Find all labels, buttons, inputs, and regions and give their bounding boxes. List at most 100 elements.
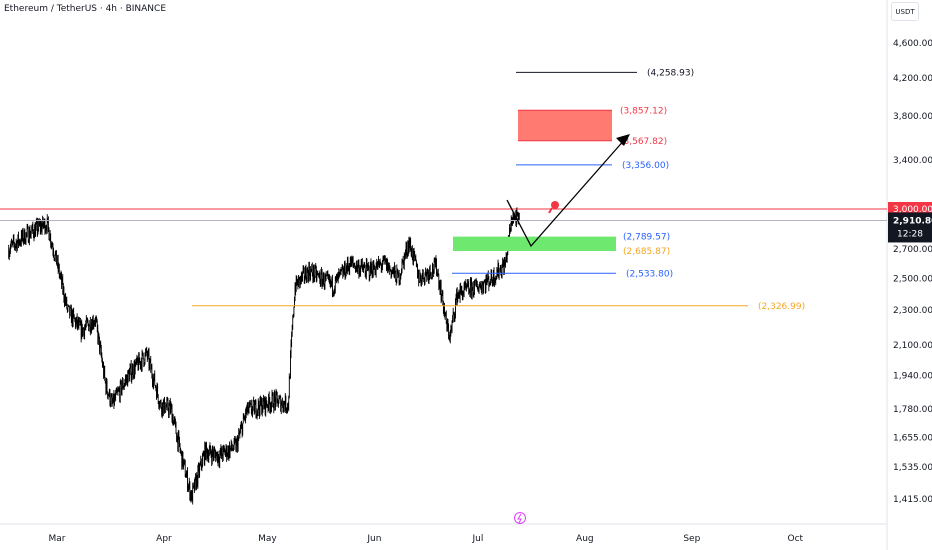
candle-body <box>57 258 59 270</box>
candle-body <box>260 397 261 405</box>
candle-body <box>439 283 440 287</box>
candle-body <box>386 259 387 270</box>
candle-body <box>51 244 52 246</box>
candle-body <box>57 258 58 265</box>
candle-body <box>59 275 61 277</box>
candle-body <box>146 348 147 354</box>
candle-body <box>279 397 280 399</box>
candle-body <box>449 335 450 340</box>
candle-body <box>16 241 17 251</box>
candle-body <box>484 281 486 282</box>
candle-body <box>374 267 375 270</box>
candle-body <box>170 404 172 412</box>
candle-body <box>476 283 477 286</box>
candle-body <box>479 284 481 285</box>
candle-body <box>314 276 315 279</box>
candle-body <box>301 273 303 279</box>
candle-body <box>408 244 409 252</box>
candle-body <box>103 364 104 377</box>
candle-body <box>21 232 22 244</box>
candle-body <box>451 322 453 329</box>
candle-body <box>145 348 147 352</box>
candle-body <box>105 378 106 383</box>
candle-body <box>130 364 131 368</box>
candle-body <box>367 266 369 268</box>
candle-body <box>396 268 398 284</box>
candle-body <box>187 471 188 490</box>
candle-body <box>132 366 133 375</box>
candle-body <box>141 361 142 369</box>
candle-body <box>263 398 264 402</box>
candle-body <box>22 230 24 242</box>
candle-body <box>128 370 129 373</box>
candle-body <box>10 246 11 252</box>
x-tick-label: Mar <box>49 534 66 544</box>
candle-body <box>465 282 466 288</box>
candle-body <box>440 283 442 301</box>
candle-body <box>205 443 207 460</box>
candle-body <box>469 291 471 296</box>
currency-unit-button[interactable]: USDT <box>891 2 919 21</box>
candle-body <box>293 306 295 316</box>
candle-body <box>259 408 260 415</box>
candle-body <box>217 454 219 463</box>
candle-body <box>445 312 446 315</box>
candle-body <box>37 229 39 233</box>
candle-body <box>362 262 363 268</box>
candle-body <box>152 376 153 383</box>
candle-body <box>49 234 51 241</box>
candle-body <box>425 271 427 273</box>
candle-body <box>289 376 291 379</box>
candle-body <box>372 274 373 277</box>
candle-body <box>245 409 247 414</box>
x-tick-label: Sep <box>683 534 700 544</box>
candle-body <box>437 271 439 275</box>
candle-body <box>454 315 456 318</box>
candle-body <box>405 245 407 253</box>
candle-body <box>189 482 190 486</box>
candle-body <box>232 449 234 450</box>
candle-body <box>105 382 107 393</box>
candle-body <box>426 272 427 278</box>
candle-body <box>153 373 155 378</box>
candle-body <box>389 266 391 270</box>
candle-body <box>38 221 39 230</box>
candle-body <box>68 305 69 307</box>
lightning-icon[interactable] <box>514 512 526 524</box>
candle-body <box>86 318 88 321</box>
candle-body <box>489 282 491 284</box>
candle-body <box>333 291 335 294</box>
candle-body <box>160 401 161 402</box>
candle-body <box>269 401 270 410</box>
candle-body <box>505 255 507 262</box>
candle-body <box>429 267 430 276</box>
x-tick-label: Jul <box>471 534 483 544</box>
candle-body <box>313 267 315 279</box>
candle-body <box>498 264 499 277</box>
candle-body <box>300 276 302 281</box>
candle-body <box>201 459 202 467</box>
y-tick-label: 3,800.00 <box>893 112 932 122</box>
candle-body <box>462 292 463 300</box>
candle-body <box>470 281 471 296</box>
candle-body <box>349 266 350 272</box>
candle-body <box>289 376 290 399</box>
candle-body <box>187 487 189 490</box>
candle-body <box>143 352 144 359</box>
candle-body <box>186 471 188 475</box>
candle-body <box>86 318 87 325</box>
candle-body <box>394 266 396 272</box>
candle-body <box>242 422 243 435</box>
candle-body <box>519 213 520 217</box>
alert-marker-icon[interactable] <box>551 201 559 209</box>
candle-body <box>41 225 43 232</box>
level-label: (2,326.99) <box>758 302 805 312</box>
candle-body <box>255 401 257 416</box>
candle-body <box>120 381 121 400</box>
candle-body <box>471 287 473 296</box>
candle-body <box>387 259 388 273</box>
candle-body <box>333 292 334 294</box>
candle-body <box>389 266 390 271</box>
